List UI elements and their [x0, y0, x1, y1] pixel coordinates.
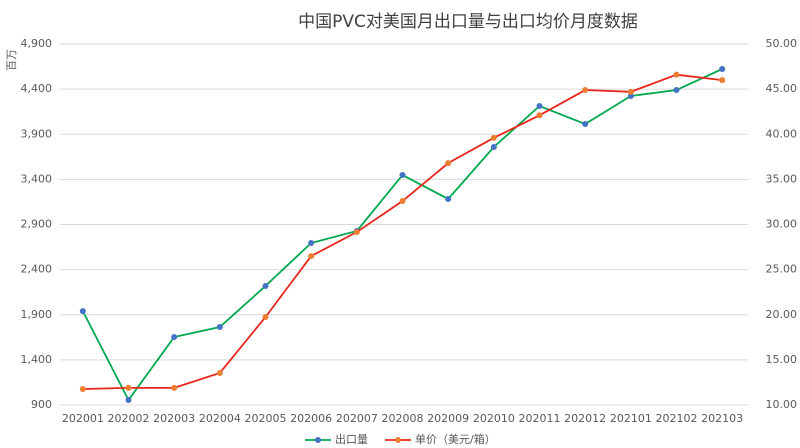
marker: [262, 282, 269, 289]
x-tick-label: 202004: [199, 412, 241, 425]
marker: [171, 384, 178, 391]
marker: [582, 87, 589, 94]
marker: [719, 77, 726, 84]
y2-tick-label: 15.00: [766, 353, 798, 366]
marker: [673, 71, 680, 78]
marker: [125, 397, 132, 404]
x-tick-label: 202012: [564, 412, 606, 425]
y-tick-label: 4,400: [21, 82, 53, 95]
marker: [673, 87, 680, 94]
x-tick-label: 202010: [473, 412, 515, 425]
y-tick-label: 2,900: [21, 218, 53, 231]
x-tick-label: 202009: [427, 412, 469, 425]
x-tick-label: 202008: [382, 412, 424, 425]
x-tick-label: 202002: [108, 412, 150, 425]
y2-tick-label: 30.00: [766, 218, 798, 231]
y2-tick-label: 45.00: [766, 82, 798, 95]
marker: [216, 324, 223, 331]
y-tick-label: 900: [31, 398, 52, 411]
line: [82, 73, 723, 390]
marker: [308, 240, 315, 247]
marker: [445, 195, 452, 202]
x-tick-label: 202001: [62, 412, 104, 425]
y2-tick-label: 20.00: [766, 308, 798, 321]
legend-marker: [315, 437, 321, 443]
y-tick-label: 1,900: [21, 308, 53, 321]
marker: [627, 88, 634, 95]
x-tick-label: 202007: [336, 412, 378, 425]
marker: [308, 253, 315, 260]
chart-title: 中国PVC对美国月出口量与出口均价月度数据: [298, 12, 638, 32]
marker: [125, 384, 132, 391]
marker: [582, 120, 589, 127]
marker: [445, 160, 452, 167]
marker: [399, 198, 406, 205]
y2-tick-label: 35.00: [766, 172, 798, 185]
legend-marker: [395, 437, 401, 443]
marker: [627, 92, 634, 99]
marker: [353, 228, 360, 235]
y2-tick-label: 50.00: [766, 37, 798, 50]
legend-label: 出口量: [335, 432, 368, 446]
x-tick-label: 202006: [290, 412, 332, 425]
marker: [399, 172, 406, 179]
y-tick-label: 1,400: [21, 353, 53, 366]
marker: [216, 369, 223, 376]
marker: [536, 112, 543, 119]
y-tick-label: 2,400: [21, 263, 53, 276]
y-axis-label: 百万: [5, 49, 18, 71]
x-tick-label: 202101: [610, 412, 652, 425]
x-tick-label: 202102: [656, 412, 698, 425]
x-tick-label: 202003: [153, 412, 195, 425]
y2-tick-label: 10.00: [766, 398, 798, 411]
y-tick-label: 3,900: [21, 127, 53, 140]
y2-tick-label: 40.00: [766, 127, 798, 140]
y-tick-label: 3,400: [21, 172, 53, 185]
marker: [719, 65, 726, 72]
marker: [79, 308, 86, 315]
legend-label: 单价（美元/箱）: [415, 432, 496, 446]
marker: [262, 314, 269, 321]
marker: [490, 143, 497, 150]
y-tick-label: 4,900: [21, 37, 53, 50]
x-tick-label: 202011: [519, 412, 561, 425]
line: [82, 68, 723, 402]
marker: [490, 134, 497, 141]
marker: [171, 334, 178, 341]
marker: [79, 386, 86, 393]
x-tick-label: 202005: [245, 412, 287, 425]
marker: [536, 103, 543, 110]
x-tick-label: 202103: [701, 412, 743, 425]
y2-tick-label: 25.00: [766, 263, 798, 276]
